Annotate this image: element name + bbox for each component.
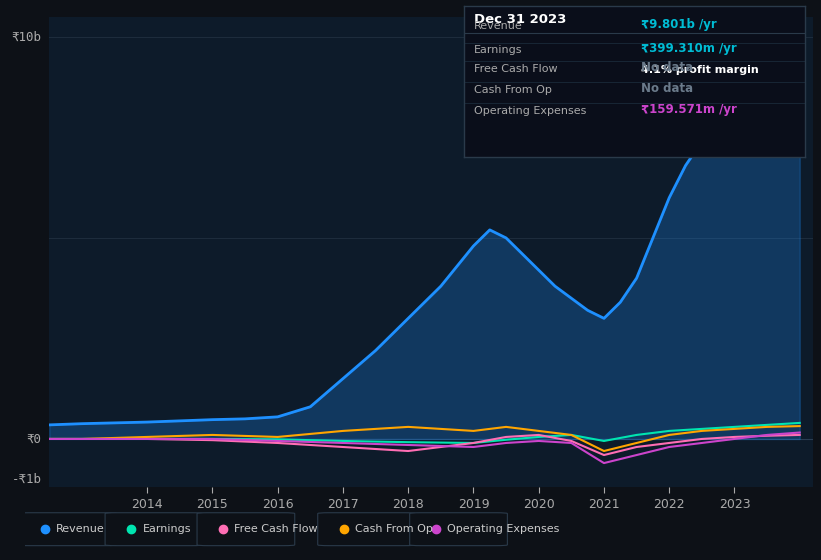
Text: Free Cash Flow: Free Cash Flow: [235, 524, 318, 534]
Text: Earnings: Earnings: [474, 45, 523, 55]
Text: Operating Expenses: Operating Expenses: [447, 524, 559, 534]
FancyBboxPatch shape: [197, 513, 295, 545]
Text: ₹10b: ₹10b: [11, 30, 42, 44]
Text: Dec 31 2023: Dec 31 2023: [474, 13, 566, 26]
FancyBboxPatch shape: [318, 513, 415, 545]
Text: Revenue: Revenue: [474, 21, 523, 31]
Text: Revenue: Revenue: [56, 524, 105, 534]
Text: 4.1% profit margin: 4.1% profit margin: [641, 65, 759, 75]
FancyBboxPatch shape: [105, 513, 203, 545]
Text: ₹399.310m /yr: ₹399.310m /yr: [641, 43, 736, 55]
Text: Cash From Op: Cash From Op: [355, 524, 433, 534]
Text: Cash From Op: Cash From Op: [474, 85, 552, 95]
Text: No data: No data: [641, 60, 693, 73]
Text: No data: No data: [641, 82, 693, 95]
Text: Operating Expenses: Operating Expenses: [474, 106, 586, 116]
FancyBboxPatch shape: [410, 513, 507, 545]
Text: Earnings: Earnings: [143, 524, 191, 534]
Text: ₹159.571m /yr: ₹159.571m /yr: [641, 103, 737, 116]
Text: ₹0: ₹0: [26, 432, 42, 445]
FancyBboxPatch shape: [19, 513, 117, 545]
Text: Free Cash Flow: Free Cash Flow: [474, 64, 557, 73]
Text: ₹9.801b /yr: ₹9.801b /yr: [641, 18, 717, 31]
Text: -₹1b: -₹1b: [11, 473, 42, 486]
